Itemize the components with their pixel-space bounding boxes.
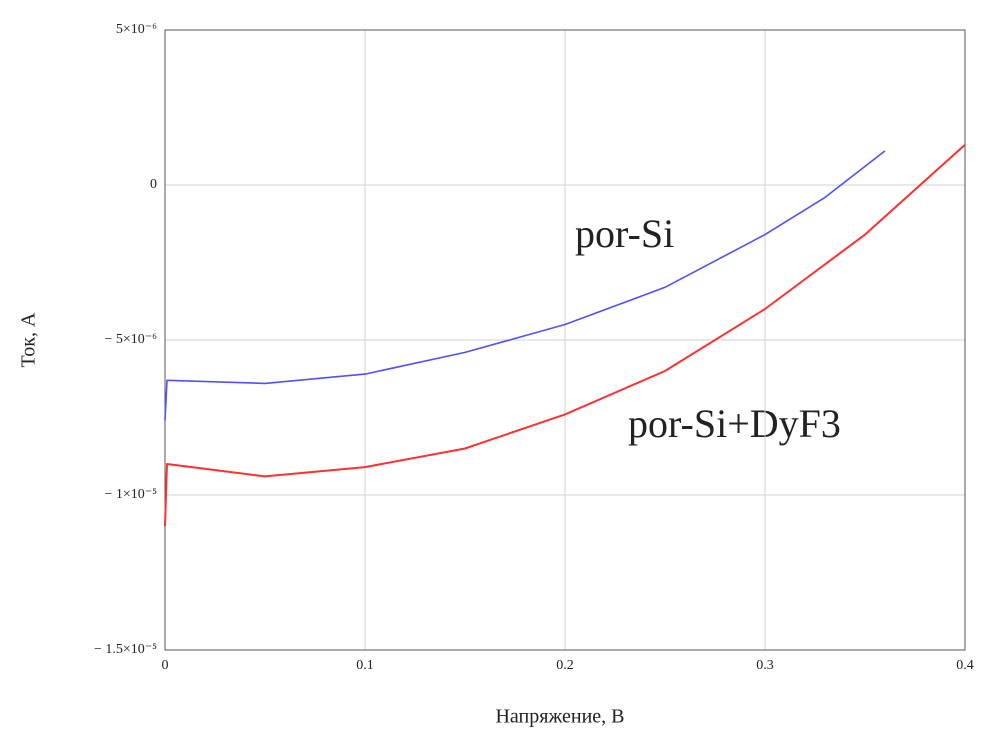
x-tick-label: 0.1 [356,658,374,673]
plot-frame [164,29,966,651]
x-tick-label: 0 [162,658,169,673]
x-axis-label: Напряжение, В [495,706,624,728]
x-tick-label: 0.4 [956,658,974,673]
y-tick-label: 5×10⁻⁶ [116,22,157,37]
x-tick-label: 0.3 [756,658,774,673]
series-line [164,150,886,421]
y-tick-label: − 1×10⁻⁵ [104,487,157,502]
series-annotation: por-Si [575,211,674,256]
y-tick-label: − 5×10⁻⁶ [104,332,157,347]
y-tick-label: − 1.5×10⁻⁵ [94,642,157,657]
series-annotation: por-Si+DyF3 [628,401,841,446]
series-line [164,143,966,527]
y-axis-label: Ток, А [18,312,40,367]
y-tick-label: 0 [150,177,157,192]
x-tick-label: 0.2 [556,658,574,673]
